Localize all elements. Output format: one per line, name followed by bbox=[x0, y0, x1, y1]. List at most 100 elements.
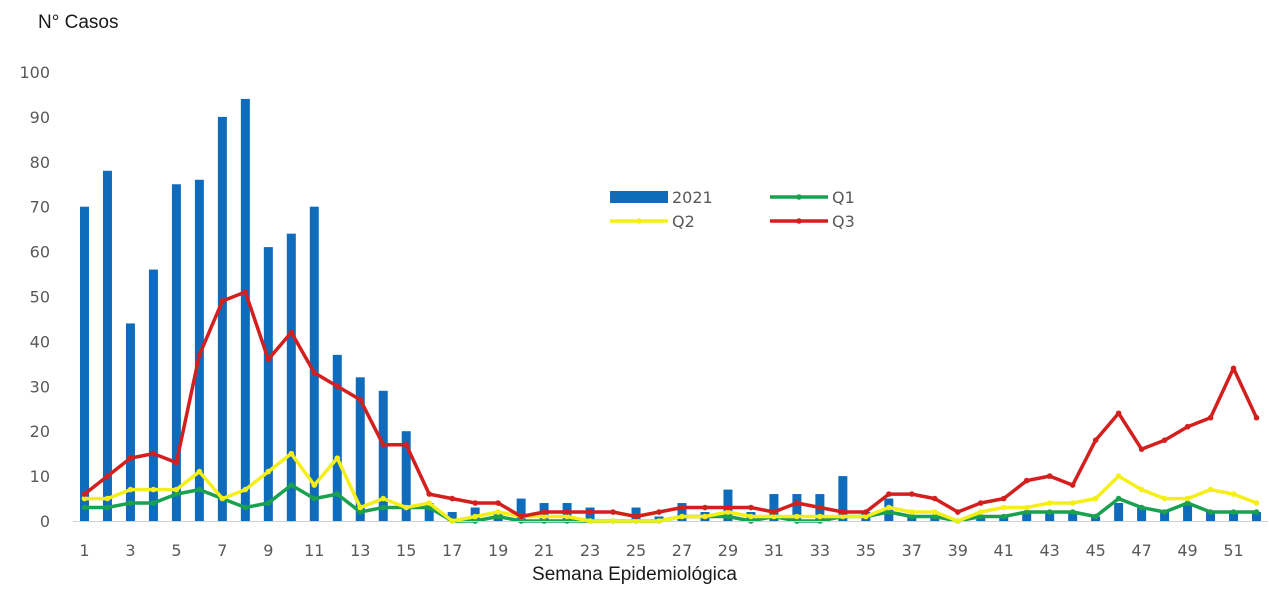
series-point bbox=[380, 504, 387, 511]
series-point bbox=[679, 504, 685, 511]
series-point bbox=[380, 441, 387, 448]
legend: 2021 Q1 Q2 Q3 bbox=[610, 188, 855, 231]
series-point bbox=[1092, 513, 1099, 520]
series-point bbox=[1138, 486, 1145, 493]
series-point bbox=[725, 504, 731, 511]
bar bbox=[1206, 512, 1216, 521]
x-tick-label: 51 bbox=[1223, 541, 1243, 560]
y-tick-label: 40 bbox=[30, 332, 50, 351]
series-point bbox=[1138, 446, 1145, 452]
series-point bbox=[1092, 495, 1099, 502]
series-point bbox=[426, 491, 433, 497]
x-tick-label: 1 bbox=[79, 541, 89, 560]
series-point bbox=[334, 491, 341, 497]
series-point bbox=[931, 509, 938, 515]
series-point bbox=[931, 495, 938, 502]
y-tick-label: 90 bbox=[30, 108, 50, 127]
series-point bbox=[104, 504, 111, 511]
bar bbox=[1252, 512, 1262, 521]
series-point bbox=[1046, 500, 1053, 506]
bar bbox=[194, 179, 204, 521]
series-point bbox=[1115, 495, 1122, 502]
series-point bbox=[1184, 495, 1191, 502]
series-point bbox=[1046, 473, 1053, 479]
series-point bbox=[173, 491, 180, 497]
series-point bbox=[104, 495, 111, 502]
series-point bbox=[1000, 504, 1007, 511]
x-tick-label: 37 bbox=[902, 541, 922, 560]
series-point bbox=[449, 495, 455, 502]
line-series bbox=[81, 289, 1260, 524]
series-point bbox=[81, 495, 88, 502]
y-tick-label: 0 bbox=[40, 512, 50, 531]
bar bbox=[1022, 512, 1032, 521]
x-tick-label: 7 bbox=[217, 541, 227, 560]
legend-marker bbox=[796, 218, 802, 224]
series-point bbox=[610, 509, 616, 515]
legend-marker bbox=[636, 218, 642, 224]
series-point bbox=[1138, 504, 1145, 511]
series-point bbox=[242, 289, 249, 295]
series-point bbox=[1207, 486, 1214, 493]
bar bbox=[102, 170, 112, 521]
legend-item: Q2 bbox=[610, 212, 695, 231]
series-point bbox=[1115, 473, 1122, 479]
series-point bbox=[794, 500, 800, 506]
bar bbox=[424, 503, 434, 521]
series-point bbox=[1023, 509, 1030, 515]
bar-series-2021 bbox=[79, 98, 1262, 522]
bar bbox=[79, 206, 89, 521]
x-tick-label: 31 bbox=[764, 541, 784, 560]
bar bbox=[838, 476, 848, 521]
series-point bbox=[886, 491, 892, 497]
bar bbox=[171, 184, 181, 521]
series-point bbox=[288, 450, 295, 457]
bar bbox=[240, 98, 250, 521]
bar bbox=[332, 354, 342, 521]
series-point bbox=[1253, 500, 1260, 506]
series-point bbox=[1023, 477, 1030, 484]
series-point bbox=[794, 513, 800, 520]
series-point bbox=[1161, 495, 1168, 502]
series-point bbox=[150, 500, 157, 506]
series-point bbox=[357, 509, 364, 515]
series-point bbox=[1000, 495, 1007, 502]
series-point bbox=[541, 513, 547, 520]
series-point bbox=[541, 509, 547, 515]
y-tick-labels: 0 10 20 30 40 50 60 70 80 90 100 bbox=[19, 63, 50, 531]
legend-label: Q2 bbox=[672, 212, 695, 231]
bar bbox=[1045, 512, 1055, 521]
series-point bbox=[334, 455, 341, 461]
series-point bbox=[702, 513, 708, 520]
series-point bbox=[725, 509, 731, 515]
series-point bbox=[403, 441, 410, 448]
y-tick-label: 60 bbox=[30, 243, 50, 262]
x-tick-label: 11 bbox=[304, 541, 324, 560]
series-point bbox=[908, 491, 915, 497]
series-point bbox=[81, 491, 88, 497]
legend-label: 2021 bbox=[672, 188, 713, 207]
x-tick-label: 19 bbox=[488, 541, 508, 560]
bar bbox=[263, 247, 273, 522]
series-point bbox=[748, 504, 754, 511]
legend-label: Q3 bbox=[832, 212, 855, 231]
series-point bbox=[977, 513, 984, 520]
series-q2 bbox=[81, 450, 1260, 524]
bar bbox=[1160, 512, 1170, 521]
series-point bbox=[311, 482, 318, 488]
legend-marker bbox=[796, 194, 802, 200]
bar bbox=[401, 431, 411, 521]
series-point bbox=[265, 500, 272, 506]
series-point bbox=[495, 509, 501, 515]
series-point bbox=[1069, 482, 1076, 488]
series-point bbox=[725, 513, 731, 520]
x-tick-labels: 1 3 5 7 9 11 13 15 17 19 21 23 25 27 29 31 33 35 37 39 41 43 4… bbox=[79, 541, 1243, 560]
series-point bbox=[587, 509, 593, 515]
legend-label: Q1 bbox=[832, 188, 855, 207]
bar bbox=[378, 390, 388, 521]
bar bbox=[1068, 512, 1078, 521]
legend-item: Q1 bbox=[770, 188, 855, 207]
series-point bbox=[1230, 365, 1237, 372]
